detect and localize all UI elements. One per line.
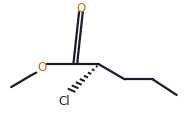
Text: O: O [37, 61, 46, 74]
Text: Cl: Cl [58, 95, 70, 108]
Text: O: O [76, 2, 86, 15]
